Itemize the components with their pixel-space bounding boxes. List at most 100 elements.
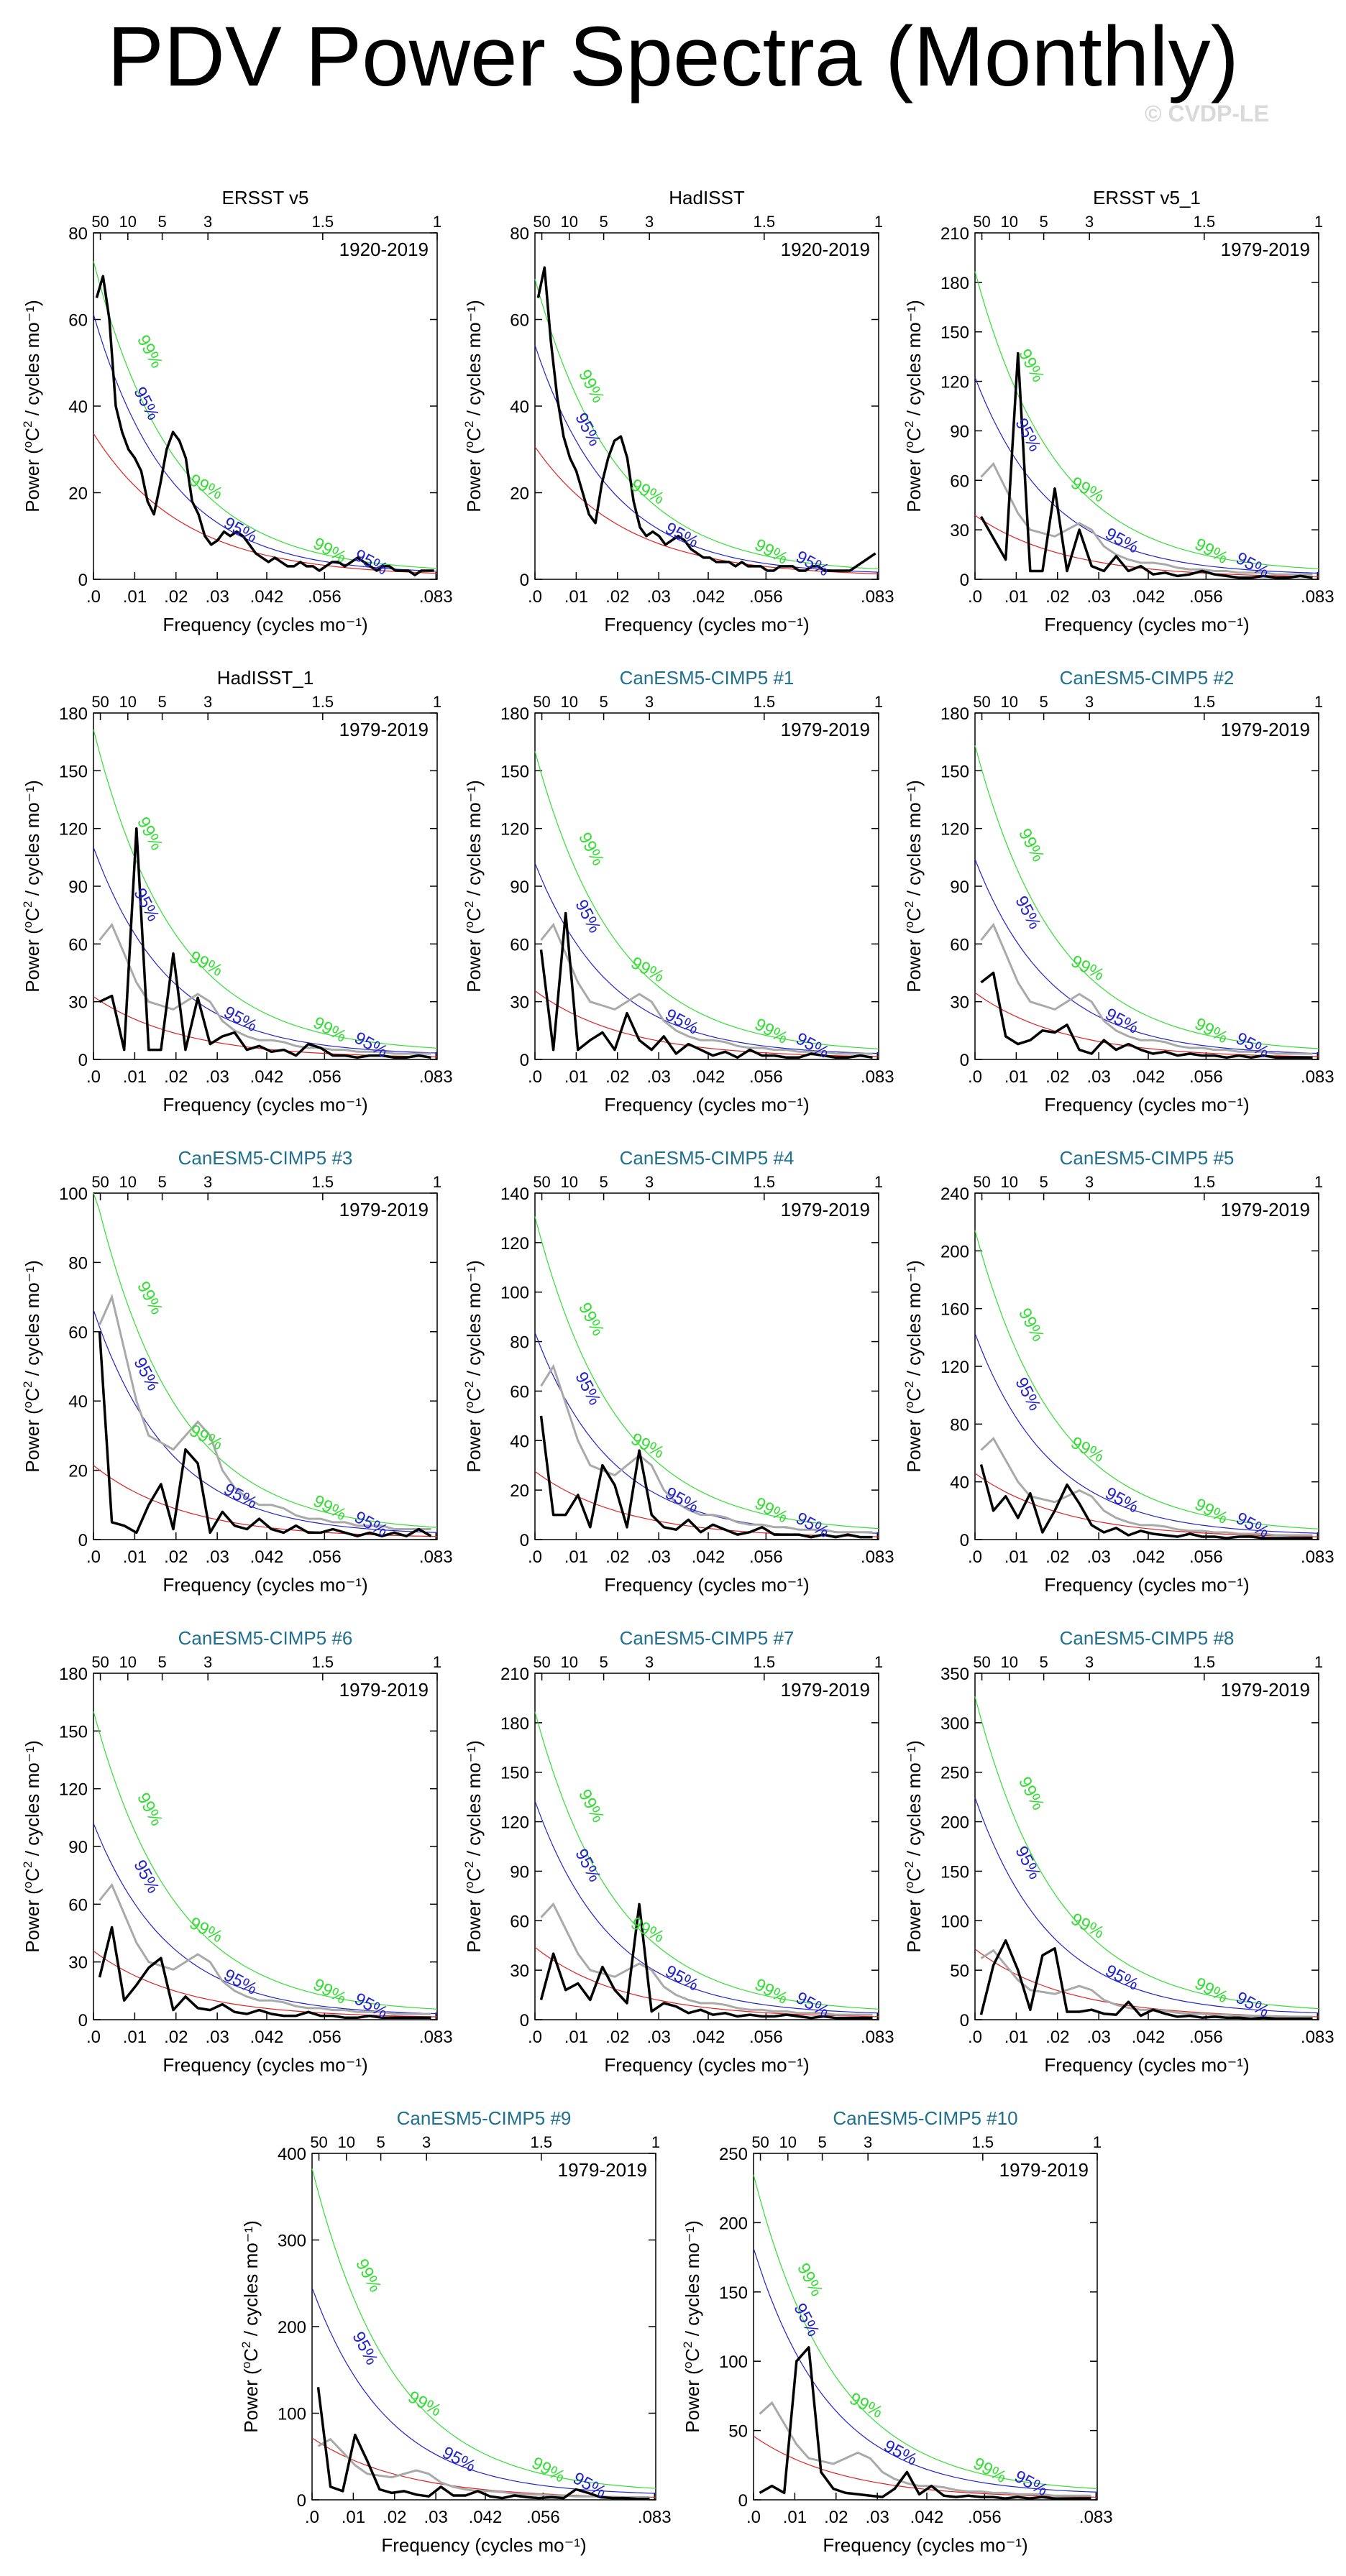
- y-axis-title-part: 2: [21, 1862, 35, 1868]
- top-tick-label: 10: [119, 213, 137, 231]
- x-tick-label: .0: [528, 1547, 542, 1567]
- x-tick-label: .01: [564, 587, 588, 607]
- label-99: 99%: [352, 2255, 385, 2295]
- y-axis-title-part: C: [463, 1868, 485, 1882]
- top-tick-label: 1.5: [1194, 1653, 1216, 1671]
- label-95: 95%: [1011, 415, 1044, 455]
- period-label: 1979-2019: [339, 1199, 429, 1220]
- y-axis-title-part: / cycles mo⁻¹): [903, 780, 925, 901]
- chart-panel: CanESM5-CIMP5 #81979-2019050100150200250…: [902, 1627, 1334, 2076]
- x-tick-label: .042: [692, 1067, 725, 1087]
- y-axis-title-part: / cycles mo⁻¹): [463, 1740, 485, 1861]
- label-99: 99%: [1068, 473, 1107, 506]
- top-tick-label: 50: [533, 1653, 550, 1671]
- y-axis-title-part: C: [22, 1868, 43, 1882]
- chart-panel: CanESM5-CIMP5 #11979-2019030609012015018…: [462, 667, 894, 1116]
- x-axis-title: Frequency (cycles mo⁻¹): [604, 1094, 809, 1116]
- y-tick-label: 240: [940, 1184, 969, 1204]
- top-tick-label: 1: [1314, 1653, 1323, 1671]
- x-tick-label: .056: [308, 2028, 342, 2047]
- x-tick-label: .056: [749, 1547, 783, 1567]
- label-99: 99%: [628, 953, 667, 986]
- panel-title: CanESM5-CIMP5 #10: [833, 2107, 1017, 2129]
- plot-frame: [974, 1673, 1319, 2020]
- y-axis-title-part: C: [463, 428, 485, 441]
- y-tick-label: 300: [278, 2232, 306, 2251]
- y-axis-title-part: C: [903, 428, 925, 441]
- label-99: 99%: [1191, 1974, 1231, 2007]
- top-tick-label: 3: [645, 1173, 654, 1191]
- top-tick-label: 10: [1001, 213, 1018, 231]
- top-tick-label: 1.5: [1194, 693, 1216, 711]
- spectrum-line: [99, 827, 431, 1059]
- label-99: 99%: [186, 947, 226, 980]
- y-tick-label: 90: [950, 422, 969, 441]
- x-axis-title: Frequency (cycles mo⁻¹): [1044, 614, 1249, 635]
- x-tick-label: .056: [749, 587, 783, 607]
- plot-frame: [974, 712, 1319, 1060]
- y-tick-label: 0: [78, 1051, 88, 1070]
- label-99: 99%: [574, 367, 608, 406]
- significance-99-curve: [974, 745, 1319, 1049]
- top-tick-label: 50: [91, 1173, 109, 1191]
- y-tick-label: 0: [297, 2491, 306, 2511]
- y-tick-label: 0: [960, 1531, 969, 1550]
- copyright-watermark: © CVDP-LE: [1145, 101, 1269, 126]
- x-axis-title: Frequency (cycles mo⁻¹): [604, 2054, 809, 2076]
- y-tick-label: 100: [719, 2352, 748, 2372]
- y-tick-label: 0: [520, 571, 529, 590]
- y-tick-label: 120: [500, 820, 529, 840]
- reference-spectrum-line: [540, 1902, 873, 2016]
- label-99: 99%: [133, 1790, 166, 1829]
- x-tick-label: .03: [424, 2508, 447, 2527]
- top-tick-label: 1: [651, 2133, 660, 2151]
- top-tick-label: 50: [973, 213, 990, 231]
- label-99: 99%: [628, 1429, 667, 1462]
- top-tick-label: 1.5: [972, 2133, 994, 2151]
- chart-panel: CanESM5-CIMP5 #9 1979-2019 0 100 200 300 400 .0…: [239, 2107, 672, 2556]
- y-tick-label: 100: [940, 1912, 969, 1931]
- significance-99-curve: [974, 1230, 1319, 1530]
- top-tick-label: 3: [645, 1653, 654, 1671]
- x-tick-label: .083: [1301, 2028, 1334, 2047]
- y-axis-title-part: C: [463, 908, 485, 921]
- y-axis-title-part: o: [21, 441, 35, 448]
- y-axis-title-part: o: [462, 1402, 476, 1408]
- period-label: 1979-2019: [1221, 239, 1310, 260]
- chart-panel: ERSST v5 1920-2019 0 20 40 60 80 .0 .01 .02 .03 .04…: [21, 187, 453, 635]
- x-tick-label: .056: [749, 2028, 783, 2047]
- y-axis-title-part: / cycles mo⁻¹): [463, 300, 485, 420]
- reference-spectrum-line: [980, 1949, 1313, 2018]
- top-tick-label: 1.5: [312, 1653, 334, 1671]
- top-tick-label: 5: [157, 1173, 166, 1191]
- period-label: 1979-2019: [558, 2159, 647, 2181]
- spectrum-line: [95, 275, 434, 576]
- significance-95-curve: [974, 1333, 1319, 1534]
- reference-spectrum-line: [99, 1882, 431, 2015]
- x-tick-label: .056: [308, 1547, 342, 1567]
- significance-95-curve: [93, 1310, 438, 1533]
- spectrum-line: [539, 1415, 873, 1539]
- panel-title: CanESM5-CIMP5 #6: [178, 1627, 353, 1649]
- chart-panel: CanESM5-CIMP5 #4 1979-2019 0 20 40 60 80 100 120…: [462, 1147, 894, 1596]
- y-axis-title-part: / cycles mo⁻¹): [903, 1260, 925, 1381]
- y-axis-title-part: 2: [21, 901, 35, 908]
- period-label: 1979-2019: [781, 1679, 870, 1701]
- top-tick-label: 10: [119, 1653, 137, 1671]
- y-tick-label: 30: [950, 521, 969, 540]
- top-tick-label: 3: [645, 693, 654, 711]
- y-tick-label: 0: [960, 2011, 969, 2030]
- y-axis-title-part: / cycles mo⁻¹): [903, 1740, 925, 1861]
- x-axis-title: Frequency (cycles mo⁻¹): [162, 614, 367, 635]
- y-axis-title-part: C: [682, 2348, 703, 2362]
- y-axis-title: Power (oC2 / cycles mo⁻¹): [21, 1740, 43, 1953]
- y-tick-label: 40: [510, 1432, 529, 1451]
- label-99: 99%: [133, 332, 166, 372]
- panel-title: CanESM5-CIMP5 #5: [1060, 1147, 1235, 1169]
- y-axis-title-part: Power (: [22, 928, 43, 993]
- top-tick-label: 1.5: [754, 693, 776, 711]
- top-tick-label: 10: [561, 1653, 578, 1671]
- x-tick-label: .042: [1132, 1547, 1166, 1567]
- spectrum-line: [980, 971, 1313, 1059]
- x-tick-label: .056: [1189, 1067, 1223, 1087]
